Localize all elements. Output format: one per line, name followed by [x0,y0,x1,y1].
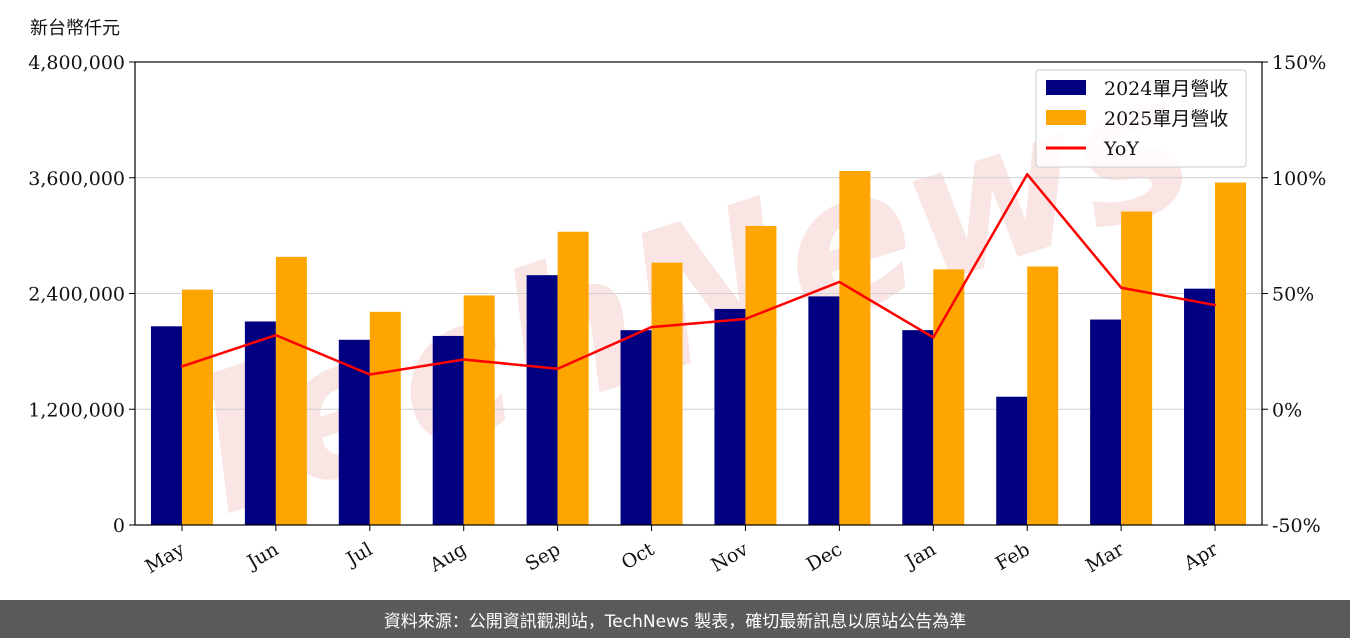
y-axis-unit-label: 新台幣仟元 [30,18,120,39]
y2-tick-label: 100% [1272,168,1326,190]
yoy-line [181,173,1216,376]
source-footer-text: 資料來源：公開資訊觀測站，TechNews 製表，確切最新訊息以原站公告為準 [383,611,967,632]
bar-2024-jun [244,321,276,525]
chart-area: 新台幣仟元 TechNews 0 1,200,000 2,400,000 3,600,0… [28,18,1326,578]
bar-2024-jan [902,330,934,525]
bar-2024-nov [714,308,746,525]
bar-2025-dec [839,170,871,525]
legend-swatch-1 [1046,110,1086,125]
yoy-point-jul [368,373,371,376]
yoy-point-oct [650,325,653,329]
yoy-point-nov [744,317,747,321]
y-tick-label: 4,800,000 [28,52,125,74]
bar-2025-oct [651,262,683,525]
x-tick-label-apr: Apr [1179,538,1222,575]
yoy-point-dec [838,280,841,284]
yoy-point-aug [462,358,465,361]
bar-2024-dec [808,296,840,525]
bar-2024-sep [526,275,558,525]
bar-2024-mar [1090,319,1122,525]
bar-2025-nov [745,225,777,525]
yoy-point-jun [274,333,278,337]
bar-2025-jun [275,256,307,525]
x-tick-label-jan: Jan [900,538,940,574]
yoy-point-may [180,365,184,368]
bar-2024-feb [996,396,1028,525]
yoy-point-jan [932,336,935,339]
bar-2025-mar [1121,211,1153,525]
bar-2024-may [150,326,182,525]
bar-2024-aug [432,335,464,525]
bar-2025-feb [1027,266,1059,525]
legend-label-0: 2024單月營收 [1104,78,1228,100]
source-footer: 資料來源：公開資訊觀測站，TechNews 製表，確切最新訊息以原站公告為準 [0,600,1350,638]
x-tick-label-nov: Nov [707,538,752,577]
y-tick-label: 0 [113,515,125,537]
x-tick-label-oct: Oct [618,538,659,574]
y-tick-label: 2,400,000 [28,284,125,306]
bar-2024-apr [1184,288,1216,525]
x-tick-label-sep: Sep [522,538,565,575]
bar-2025-apr [1215,182,1247,525]
x-tick-label-may: May [141,538,188,578]
yoy-point-apr [1213,303,1217,307]
legend-swatch-0 [1046,80,1086,95]
y2-tick-label: -50% [1272,515,1321,537]
x-tick-label-feb: Feb [992,538,1034,575]
bar-2025-jul [369,311,401,525]
y-tick-label: 3,600,000 [28,168,125,190]
bar-2025-sep [557,231,589,525]
revenue-chart: TechNews01,200,0002,400,0003,600,0004,80… [28,29,1326,578]
bar-2024-jul [338,339,370,525]
y-tick-label: 1,200,000 [28,399,125,421]
y2-tick-label: 150% [1272,52,1326,74]
x-tick-label-mar: Mar [1082,538,1128,577]
legend-box [1035,69,1247,168]
legend-label-1: 2025單月營收 [1104,108,1228,130]
bar-2025-aug [463,295,495,525]
bar-2025-jan [933,269,965,525]
yoy-point-mar [1119,286,1123,289]
yoy-point-feb [1026,173,1029,176]
yoy-point-sep [556,367,559,370]
bar-2024-oct [620,330,652,525]
bar-2025-may [181,289,213,525]
y2-tick-label: 0% [1272,399,1302,421]
x-tick-label-dec: Dec [803,538,846,576]
x-tick-label-aug: Aug [425,538,470,577]
x-tick-label-jul: Jul [341,538,376,571]
legend-label-2: YoY [1103,138,1139,160]
y2-tick-label: 50% [1272,284,1314,306]
